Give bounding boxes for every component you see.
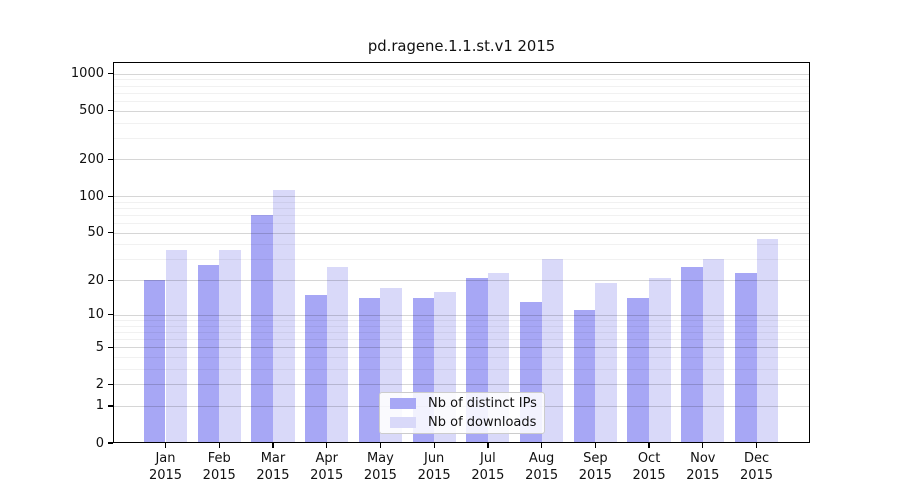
x-tick-mark-apr bbox=[326, 443, 328, 448]
y-tick-label-0: 0 bbox=[95, 435, 104, 451]
x-tick-label-jan: Jan 2015 bbox=[148, 451, 183, 483]
bar-feb-downloads bbox=[219, 249, 241, 443]
y-tick-mark-5 bbox=[108, 346, 113, 348]
x-tick-mark-aug bbox=[540, 443, 543, 448]
x-tick-label-dec: Dec 2015 bbox=[739, 451, 774, 483]
bar-oct-ips bbox=[627, 298, 650, 443]
bar-apr-downloads bbox=[326, 266, 349, 443]
bar-may-ips bbox=[358, 298, 381, 443]
y-tick-label-100: 100 bbox=[79, 188, 104, 204]
x-tick-label-jul: Jul 2015 bbox=[471, 451, 505, 483]
x-tick-label-aug: Aug 2015 bbox=[525, 451, 559, 483]
legend-swatch-distinct-ips bbox=[390, 398, 416, 409]
bar-apr-ips bbox=[305, 294, 327, 443]
y-tick-label-1: 1 bbox=[95, 398, 104, 414]
y-tick-mark-20 bbox=[108, 279, 113, 281]
y-tick-mark-1000 bbox=[108, 72, 113, 75]
legend-swatch-downloads bbox=[390, 417, 416, 428]
x-tick-mark-nov bbox=[702, 443, 704, 448]
y-tick-mark-200 bbox=[108, 158, 113, 161]
bar-oct-downloads bbox=[649, 277, 671, 443]
y-tick-mark-10 bbox=[108, 314, 113, 316]
bar-jan-ips bbox=[143, 280, 166, 443]
x-tick-label-mar: Mar 2015 bbox=[256, 451, 290, 483]
bar-jan-downloads bbox=[165, 249, 188, 443]
y-tick-mark-100 bbox=[108, 195, 113, 197]
y-tick-mark-0 bbox=[108, 442, 113, 444]
x-tick-label-nov: Nov 2015 bbox=[686, 451, 720, 483]
y-tick-label-50: 50 bbox=[87, 225, 104, 241]
x-tick-mark-feb bbox=[218, 443, 220, 448]
x-tick-label-may: May 2015 bbox=[363, 451, 397, 483]
y-tick-mark-50 bbox=[108, 232, 113, 234]
legend-entry-distinct-ips: Nb of distinct IPs bbox=[386, 396, 538, 411]
bar-dec-downloads bbox=[756, 239, 779, 443]
x-tick-label-feb: Feb 2015 bbox=[202, 451, 236, 483]
x-tick-label-oct: Oct 2015 bbox=[632, 451, 666, 483]
y-tick-label-200: 200 bbox=[79, 151, 104, 167]
y-tick-label-5: 5 bbox=[95, 339, 104, 355]
bar-sep-ips bbox=[573, 310, 596, 443]
legend-entry-downloads: Nb of downloads bbox=[386, 415, 538, 430]
bar-mar-downloads bbox=[272, 190, 295, 443]
y-tick-mark-2 bbox=[108, 383, 113, 385]
chart-title: pd.ragene.1.1.st.v1 2015 bbox=[367, 38, 556, 55]
y-tick-label-10: 10 bbox=[87, 307, 104, 323]
bar-nov-downloads bbox=[702, 259, 725, 443]
y-tick-mark-500 bbox=[108, 109, 113, 112]
legend-label-distinct-ips: Nb of distinct IPs bbox=[428, 396, 537, 411]
y-tick-label-1000: 1000 bbox=[70, 66, 104, 82]
bar-sep-downloads bbox=[595, 282, 617, 443]
x-tick-mark-mar bbox=[272, 443, 274, 448]
x-tick-mark-may bbox=[379, 443, 382, 448]
y-tick-label-2: 2 bbox=[95, 376, 104, 392]
bar-aug-downloads bbox=[541, 259, 564, 443]
bars-layer bbox=[113, 62, 810, 443]
plot-area bbox=[113, 62, 810, 443]
x-tick-mark-jan bbox=[164, 443, 167, 448]
bar-dec-ips bbox=[734, 273, 757, 443]
bar-mar-ips bbox=[251, 215, 273, 443]
x-tick-mark-sep bbox=[594, 443, 596, 448]
bar-feb-ips bbox=[197, 264, 220, 443]
y-tick-label-500: 500 bbox=[79, 103, 104, 119]
legend: Nb of distinct IPs Nb of downloads bbox=[379, 392, 545, 434]
x-tick-mark-jun bbox=[433, 443, 435, 448]
x-tick-label-jun: Jun 2015 bbox=[417, 451, 451, 483]
bar-nov-ips bbox=[681, 266, 703, 443]
y-tick-label-20: 20 bbox=[87, 272, 104, 288]
x-tick-label-sep: Sep 2015 bbox=[578, 451, 612, 483]
y-tick-mark-1 bbox=[108, 405, 113, 407]
legend-label-downloads: Nb of downloads bbox=[428, 415, 537, 430]
x-tick-mark-dec bbox=[755, 443, 758, 448]
x-tick-label-apr: Apr 2015 bbox=[310, 451, 344, 483]
x-tick-mark-jul bbox=[487, 443, 489, 448]
x-tick-mark-oct bbox=[648, 443, 650, 448]
